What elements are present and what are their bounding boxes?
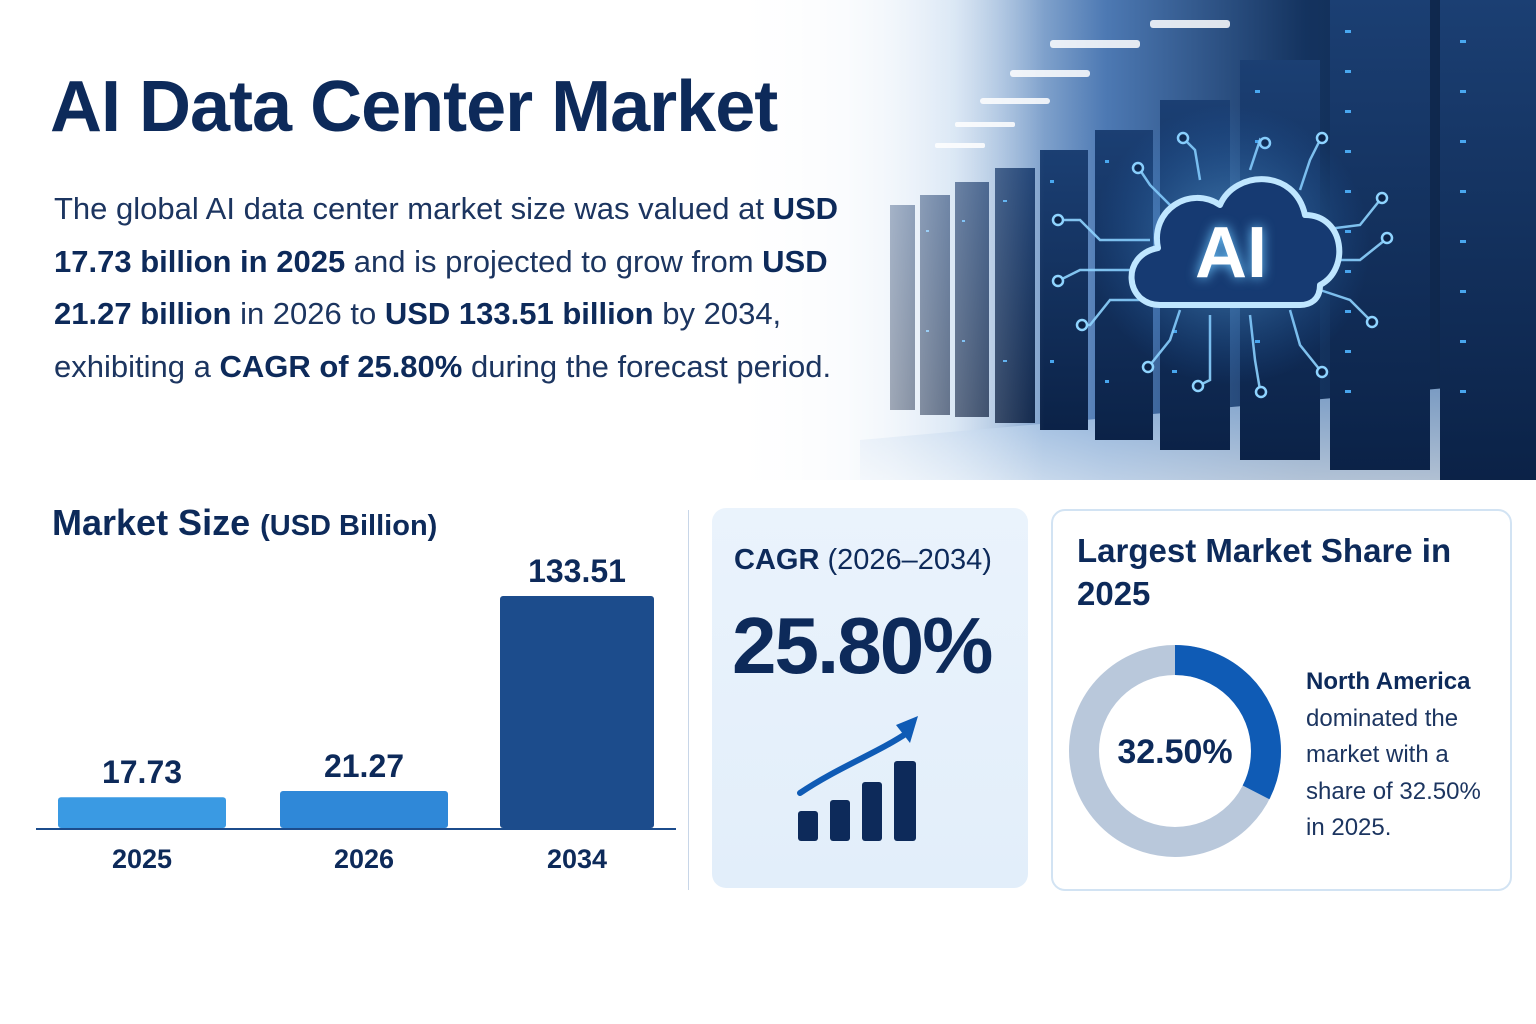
chart-title: Market Size (USD Billion) xyxy=(52,502,437,544)
bar-value-label-2034: 133.51 xyxy=(528,553,626,589)
intro-text-1: The global AI data center market size wa… xyxy=(54,191,773,226)
market-size-panel: Market Size (USD Billion) 17.73 2025 21.27… xyxy=(0,490,690,910)
intro-highlight-2034: USD 133.51 billion xyxy=(384,296,654,331)
intro-highlight-2025: USD 17.73 billion in 2025 xyxy=(54,191,839,279)
hero-banner: AI AI Data Center Market The global AI d… xyxy=(0,0,1536,480)
cagr-card: CAGR (2026–2034) 25.80% xyxy=(712,508,1028,888)
donut-center-label: 32.50% xyxy=(1117,733,1232,771)
share-title: Largest Market Share in 2025 xyxy=(1077,532,1452,612)
growth-chart-icon xyxy=(797,716,918,841)
ai-badge-text: AI xyxy=(1195,213,1267,293)
intro-text-2: and is projected to grow from xyxy=(345,243,763,279)
x-tick-label-2025: 2025 xyxy=(112,844,172,874)
page-title: AI Data Center Market xyxy=(50,67,778,147)
intro-highlight-cagr: CAGR of 25.80% xyxy=(219,348,463,384)
share-description: North America dominated the market with a… xyxy=(1306,664,1506,847)
share-description-text: dominated the market with a share of 32.… xyxy=(1306,704,1481,842)
cagr-value: 25.80% xyxy=(732,601,993,690)
share-region: North America xyxy=(1306,668,1471,695)
cagr-label-bold: CAGR xyxy=(734,544,820,576)
intro-text-5: during the forecast period. xyxy=(462,348,832,384)
cagr-period: (2026–2034) xyxy=(819,544,992,576)
section-divider xyxy=(688,510,689,890)
intro-text-4: by 2034, exhibiting a xyxy=(54,296,782,384)
cagr-label: CAGR (2026–2034) xyxy=(734,544,992,577)
bar-value-label-2026: 21.27 xyxy=(324,748,404,784)
x-tick-label-2034: 2034 xyxy=(547,844,607,874)
intro-paragraph: The global AI data center market size wa… xyxy=(54,183,854,393)
market-size-bar-chart: 17.73 2025 21.27 2026 133.51 2034 xyxy=(36,553,676,874)
bar-2026 xyxy=(280,791,448,828)
intro-highlight-2026: USD 21.27 billion xyxy=(54,243,828,332)
intro-text-3: in 2026 to xyxy=(231,296,385,331)
x-tick-label-2026: 2026 xyxy=(334,844,394,874)
chart-title-text: Market Size xyxy=(52,502,251,543)
bar-2034 xyxy=(500,596,654,828)
share-donut-chart: 32.50% xyxy=(1069,645,1281,857)
bar-value-label-2025: 17.73 xyxy=(102,754,182,790)
donut-share-slice xyxy=(1069,645,1281,857)
market-share-card: Largest Market Share in 2025 32.50% Nort… xyxy=(1051,509,1512,891)
bar-2025 xyxy=(58,797,226,828)
chart-unit: (USD Billion) xyxy=(260,510,438,542)
